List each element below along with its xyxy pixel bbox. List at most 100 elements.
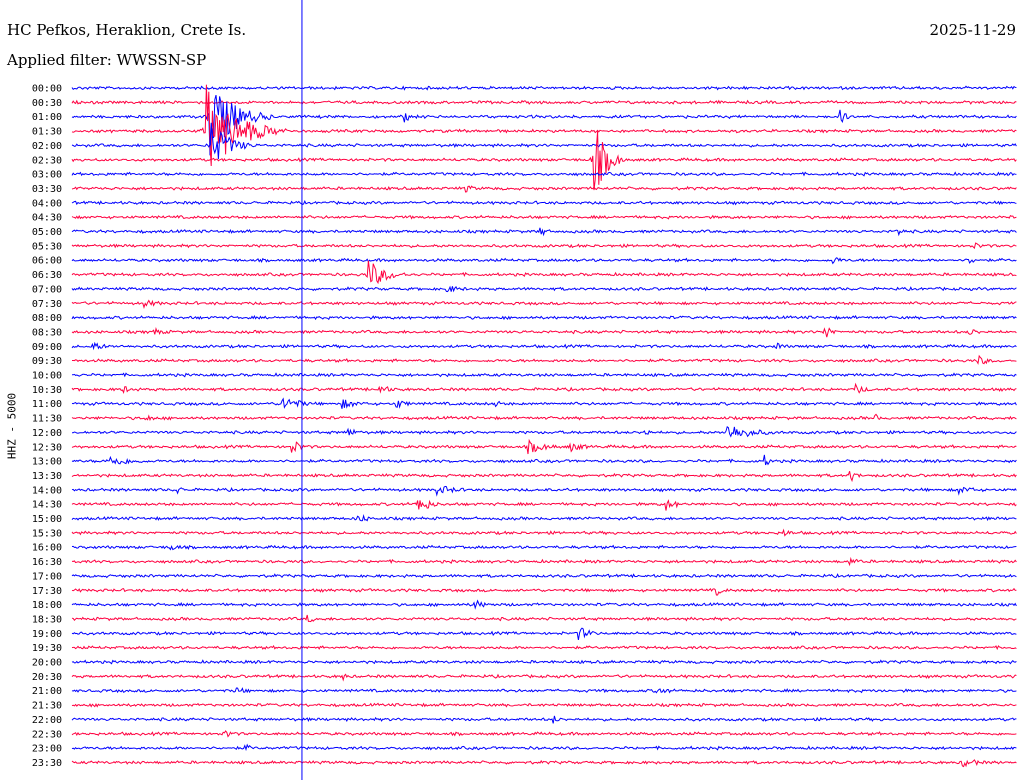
row-label: 12:30 — [32, 442, 62, 453]
trace-line — [71, 673, 1017, 682]
trace-line — [71, 715, 1017, 724]
trace-line — [71, 285, 1017, 293]
station-title: HC Pefkos, Heraklion, Crete Is. — [7, 21, 247, 39]
row-label: 11:30 — [32, 414, 62, 425]
trace-line — [71, 257, 1017, 265]
row-label: 08:00 — [32, 313, 62, 324]
row-label: 13:30 — [32, 471, 62, 482]
trace-line — [71, 759, 1017, 768]
trace-line — [71, 199, 1017, 206]
trace-line — [71, 454, 1017, 466]
row-label: 05:30 — [32, 241, 62, 252]
row-label: 10:00 — [32, 371, 62, 382]
row-label: 15:30 — [32, 528, 62, 539]
trace-line — [71, 341, 1017, 351]
trace-line — [71, 299, 1017, 309]
row-label: 07:30 — [32, 299, 62, 310]
trace-line — [71, 242, 1017, 250]
row-label: 11:00 — [32, 399, 62, 410]
row-label: 19:00 — [32, 629, 62, 640]
trace-line — [71, 544, 1017, 551]
row-label: 14:30 — [32, 500, 62, 511]
row-label: 01:00 — [32, 112, 62, 123]
row-label: 21:00 — [32, 686, 62, 697]
row-label: 23:00 — [32, 744, 62, 755]
trace-line — [71, 372, 1017, 378]
trace-line — [71, 587, 1017, 596]
row-label: 00:00 — [32, 84, 62, 95]
row-label: 04:00 — [32, 198, 62, 209]
trace-line — [71, 85, 1017, 91]
trace-line — [71, 131, 1017, 191]
row-label: 21:30 — [32, 701, 62, 712]
row-label: 17:30 — [32, 586, 62, 597]
trace-line — [71, 627, 1017, 640]
trace-line — [71, 573, 1017, 579]
row-label: 18:30 — [32, 614, 62, 625]
row-label: 10:30 — [32, 385, 62, 396]
row-label: 03:00 — [32, 170, 62, 181]
row-label: 16:00 — [32, 543, 62, 554]
trace-line — [71, 687, 1017, 694]
row-label: 20:30 — [32, 672, 62, 683]
row-label: 09:00 — [32, 342, 62, 353]
trace-line — [71, 382, 1017, 395]
filter-label: Applied filter: WWSSN-SP — [7, 51, 207, 69]
trace-line — [71, 471, 1017, 483]
row-label: 23:30 — [32, 758, 62, 769]
trace-line — [71, 227, 1017, 237]
trace-line — [71, 94, 1017, 156]
trace-line — [71, 659, 1017, 665]
trace-line — [72, 425, 1017, 438]
row-label: 18:00 — [32, 600, 62, 611]
row-label: 04:30 — [32, 213, 62, 224]
row-label: 05:00 — [32, 227, 62, 238]
row-label: 09:30 — [32, 356, 62, 367]
row-label: 02:00 — [32, 141, 62, 152]
trace-line — [71, 730, 1017, 738]
trace-line — [71, 185, 1017, 193]
row-label: 13:00 — [32, 457, 62, 468]
row-label: 02:30 — [32, 155, 62, 166]
trace-line — [71, 702, 1017, 708]
row-label: 08:30 — [32, 327, 62, 338]
row-label: 00:30 — [32, 98, 62, 109]
row-label: 01:30 — [32, 127, 62, 138]
trace-line — [71, 397, 1017, 409]
row-label: 20:00 — [32, 658, 62, 669]
trace-line — [71, 614, 1017, 623]
trace-line — [71, 84, 1017, 167]
row-label: 07:00 — [32, 284, 62, 295]
row-label: 16:30 — [32, 557, 62, 568]
trace-line — [71, 743, 1017, 752]
trace-line — [71, 599, 1017, 610]
row-label: 12:00 — [32, 428, 62, 439]
date-label: 2025-11-29 — [929, 21, 1016, 39]
trace-line — [72, 354, 1017, 365]
trace-line — [71, 413, 1017, 422]
trace-line — [71, 499, 1017, 511]
trace-line — [71, 260, 1017, 285]
trace-line — [71, 122, 1017, 160]
row-label: 14:00 — [32, 485, 62, 496]
trace-line — [71, 214, 1017, 220]
trace-line — [71, 99, 1017, 105]
trace-line — [71, 645, 1017, 651]
row-label: 22:00 — [32, 715, 62, 726]
trace-line — [71, 485, 1017, 497]
trace-line — [71, 514, 1017, 522]
row-labels: 00:00 00:30 01:00 01:30 02:00 02:30 03:00 03:30… — [32, 84, 62, 769]
trace-line — [71, 528, 1017, 537]
trace-line — [71, 171, 1017, 177]
row-label: 15:00 — [32, 514, 62, 525]
row-label: 06:00 — [32, 256, 62, 267]
row-label: 06:30 — [32, 270, 62, 281]
row-label: 17:00 — [32, 571, 62, 582]
row-label: 19:30 — [32, 643, 62, 654]
row-label: 03:30 — [32, 184, 62, 195]
trace-line — [71, 556, 1017, 567]
trace-line — [71, 314, 1017, 321]
row-label: 22:30 — [32, 729, 62, 740]
trace-line — [71, 438, 1017, 455]
